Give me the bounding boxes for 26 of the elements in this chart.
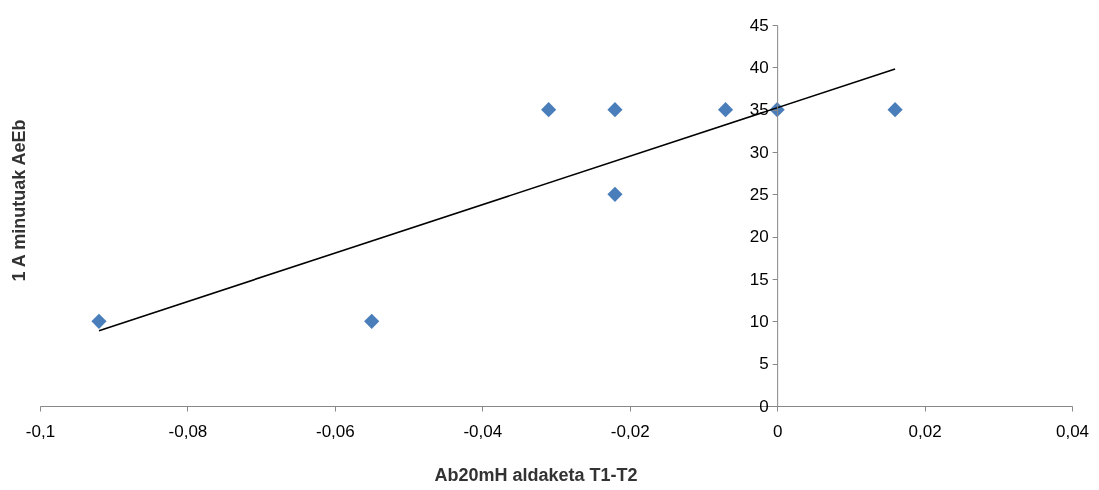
point xyxy=(91,313,107,329)
point xyxy=(607,102,623,118)
y-tick-label: 45 xyxy=(749,15,769,35)
y-tick-label: 5 xyxy=(759,354,769,374)
x-tick-label: 0 xyxy=(772,421,783,441)
y-axis-title: 1 A minutuak AeEb xyxy=(9,119,29,282)
x-tick-label: -0,02 xyxy=(610,421,650,441)
y-tick-label: 0 xyxy=(759,396,769,416)
point xyxy=(541,102,557,118)
point xyxy=(364,313,380,329)
x-tick-label: -0,08 xyxy=(168,421,208,441)
y-tick-label: 15 xyxy=(749,269,769,289)
x-tick-label: -0,06 xyxy=(315,421,355,441)
x-axis-title: Ab20mH aldaketa T1-T2 xyxy=(434,465,638,485)
x-tick-label: 0,02 xyxy=(908,421,942,441)
point xyxy=(607,186,623,202)
y-tick-label: 25 xyxy=(749,184,769,204)
y-tick-label: 10 xyxy=(749,311,769,331)
x-tick-label: -0,04 xyxy=(463,421,503,441)
y-tick-label: 40 xyxy=(749,57,769,77)
x-tick-label: -0,1 xyxy=(25,421,56,441)
y-tick-label: 30 xyxy=(749,142,769,162)
point xyxy=(717,102,734,118)
y-tick-label: 20 xyxy=(749,227,769,247)
point xyxy=(887,102,903,118)
x-tick-label: 0,04 xyxy=(1055,421,1090,441)
